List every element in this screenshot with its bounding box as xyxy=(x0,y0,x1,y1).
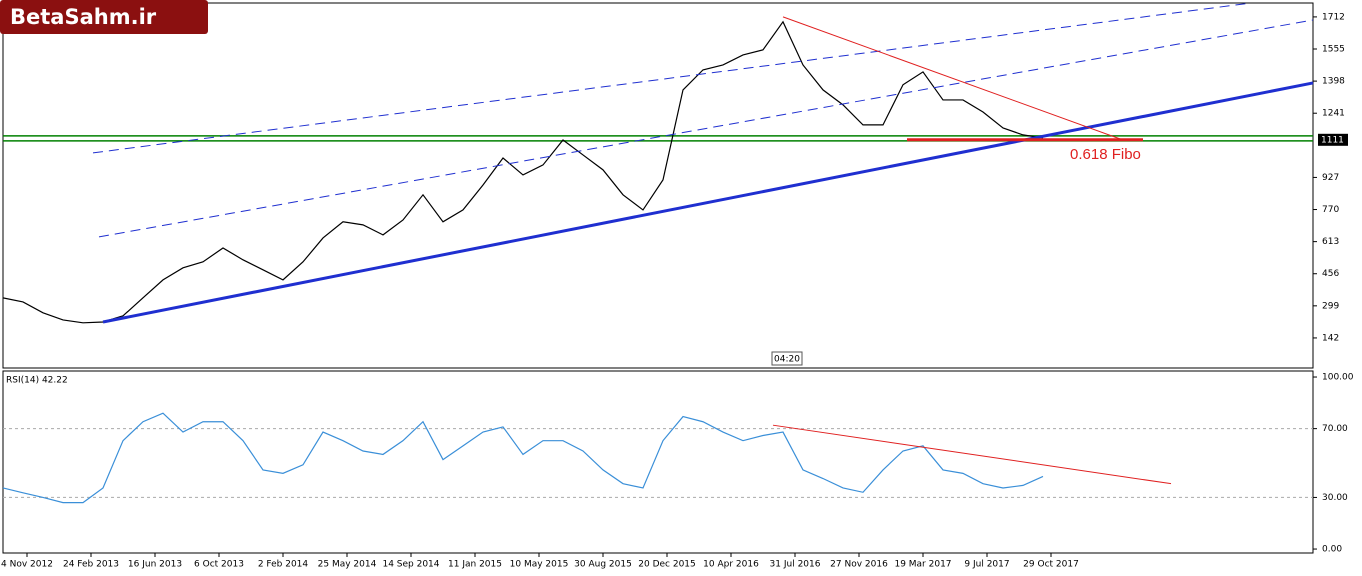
x-tick-label: 20 Dec 2015 xyxy=(638,560,696,570)
y-tick-label: 1241 xyxy=(1322,109,1345,119)
y-tick-label: 100.00 xyxy=(1322,373,1354,383)
x-tick-label: 6 Oct 2013 xyxy=(194,560,244,570)
x-tick-label: 11 Jan 2015 xyxy=(448,560,502,570)
x-tick-label: 31 Jul 2016 xyxy=(770,560,821,570)
y-tick-label: 770 xyxy=(1322,205,1339,215)
x-tick-label: 19 Mar 2017 xyxy=(894,560,951,570)
price-marker-label: 1111 xyxy=(1321,135,1344,145)
y-tick-label: 30.00 xyxy=(1322,493,1348,503)
y-tick-label: 1398 xyxy=(1322,77,1345,87)
x-tick-label: 29 Oct 2017 xyxy=(1023,560,1079,570)
logo-box xyxy=(0,0,208,34)
x-tick-label: 2 Feb 2014 xyxy=(258,560,309,570)
y-tick-label: 0.00 xyxy=(1322,545,1342,555)
y-tick-label: 1712 xyxy=(1322,12,1345,22)
y-tick-label: 456 xyxy=(1322,269,1339,279)
x-tick-label: 10 May 2015 xyxy=(510,560,569,570)
series-line xyxy=(2,412,1044,504)
x-tick-label: 27 Nov 2016 xyxy=(830,560,888,570)
price-panel xyxy=(2,2,1314,369)
x-tick-label: 30 Aug 2015 xyxy=(574,560,632,570)
x-tick-label: 16 Jun 2013 xyxy=(128,560,182,570)
time-box xyxy=(771,351,803,366)
y-tick-label: 299 xyxy=(1322,301,1339,311)
y-tick-label: 927 xyxy=(1322,173,1339,183)
trendline xyxy=(772,424,1172,485)
y-tick-label: 142 xyxy=(1322,333,1339,343)
series-line xyxy=(2,20,1044,324)
trendline xyxy=(98,19,1314,238)
trendline xyxy=(102,81,1314,324)
rsi-panel xyxy=(2,370,1314,554)
logo: BetaSahm.ir xyxy=(10,5,157,29)
x-tick-label: 9 Jul 2017 xyxy=(964,560,1009,570)
trendline xyxy=(782,16,1124,141)
trendline xyxy=(92,2,1252,154)
x-tick-label: 14 Sep 2014 xyxy=(382,560,439,570)
x-tick-label: 4 Nov 2012 xyxy=(1,560,53,570)
x-tick-label: 10 Apr 2016 xyxy=(703,560,759,570)
y-tick-label: 1555 xyxy=(1322,45,1345,55)
x-tick-label: 25 May 2014 xyxy=(318,560,377,570)
rsi-label: RSI(14) 42.22 xyxy=(6,376,68,386)
time-label: 04:20 xyxy=(774,355,800,365)
y-tick-label: 70.00 xyxy=(1322,424,1348,434)
y-tick-label: 613 xyxy=(1322,237,1339,247)
price-marker-box xyxy=(1318,133,1348,146)
x-tick-label: 24 Feb 2013 xyxy=(63,560,119,570)
fibo-label: 0.618 Fibo xyxy=(1070,146,1141,163)
